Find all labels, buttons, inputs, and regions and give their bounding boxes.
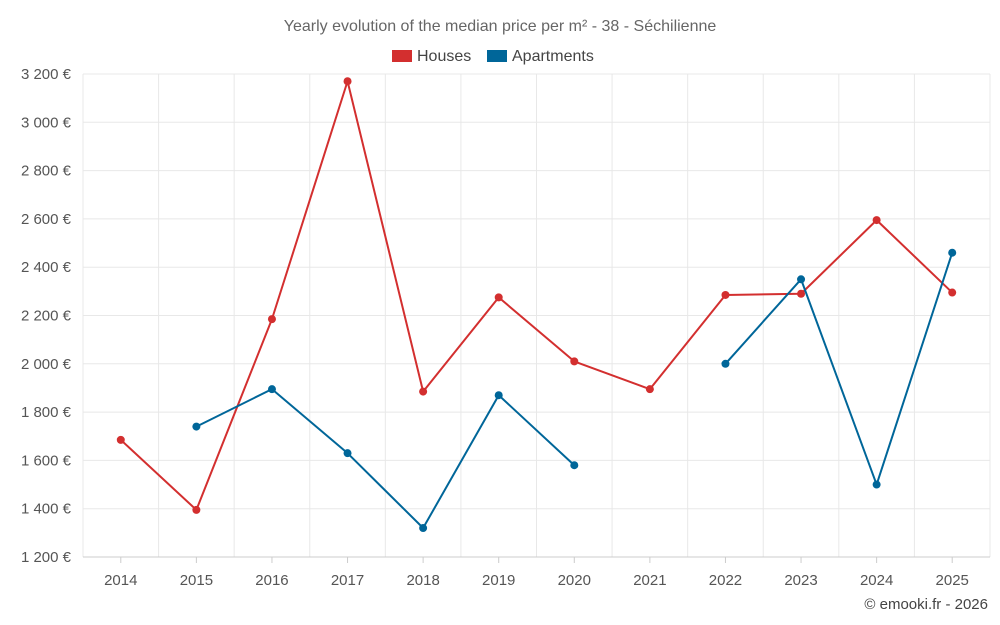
- data-point[interactable]: [721, 290, 730, 299]
- data-point[interactable]: [192, 422, 201, 431]
- data-point[interactable]: [267, 315, 276, 324]
- x-tick-label: 2016: [255, 572, 288, 589]
- x-tick-label: 2018: [406, 572, 439, 589]
- data-point[interactable]: [419, 524, 428, 533]
- legend-item-apartments[interactable]: Apartments: [487, 48, 594, 65]
- series-line: [724, 252, 954, 486]
- x-tick-label: 2017: [331, 572, 364, 589]
- legend-label: Apartments: [512, 48, 594, 65]
- series-line: [120, 80, 953, 511]
- y-tick-label: 1 600 €: [21, 452, 72, 469]
- data-point[interactable]: [419, 387, 428, 396]
- y-tick-label: 3 000 €: [21, 114, 72, 131]
- y-tick-label: 1 200 €: [21, 549, 72, 566]
- data-point[interactable]: [343, 449, 352, 458]
- x-tick-label: 2023: [784, 572, 817, 589]
- data-point[interactable]: [343, 77, 352, 86]
- data-point[interactable]: [948, 288, 957, 297]
- data-point[interactable]: [645, 385, 654, 394]
- data-point[interactable]: [872, 216, 881, 225]
- data-point[interactable]: [267, 385, 276, 394]
- data-point[interactable]: [948, 248, 957, 257]
- y-tick-label: 2 000 €: [21, 356, 72, 373]
- x-tick-label: 2021: [633, 572, 666, 589]
- legend-swatch: [392, 50, 412, 62]
- y-tick-label: 1 400 €: [21, 501, 72, 518]
- y-axis: 1 200 € 1 400 € 1 600 € 1 800 € 2 000 € 2 200…: [21, 66, 72, 566]
- x-tick-label: 2014: [104, 572, 137, 589]
- y-tick-label: 2 200 €: [21, 308, 72, 325]
- legend-item-houses[interactable]: Houses: [392, 48, 471, 65]
- x-axis: 2014 2015 2016 2017 2018 2019 2020 2021 2022 2023…: [104, 557, 969, 589]
- credit-label: © emooki.fr - 2026: [864, 596, 988, 613]
- legend-swatch: [487, 50, 507, 62]
- series-houses: [116, 77, 957, 514]
- data-point[interactable]: [797, 289, 806, 298]
- y-tick-label: 1 800 €: [21, 404, 72, 421]
- data-point[interactable]: [192, 505, 201, 514]
- legend-label: Houses: [417, 48, 471, 65]
- series-layer: [116, 77, 957, 533]
- y-tick-label: 3 200 €: [21, 66, 72, 83]
- legend: Houses Apartments: [392, 48, 594, 65]
- chart-title: Yearly evolution of the median price per…: [284, 18, 717, 35]
- data-point[interactable]: [570, 357, 579, 366]
- x-tick-label: 2015: [180, 572, 213, 589]
- x-tick-label: 2020: [558, 572, 591, 589]
- y-tick-label: 2 600 €: [21, 211, 72, 228]
- x-tick-label: 2024: [860, 572, 893, 589]
- data-point[interactable]: [494, 293, 503, 302]
- data-point[interactable]: [570, 461, 579, 470]
- series-apartments: [192, 248, 957, 533]
- y-tick-label: 2 400 €: [21, 259, 72, 276]
- data-point[interactable]: [116, 435, 125, 444]
- data-point[interactable]: [494, 391, 503, 400]
- x-tick-label: 2025: [936, 572, 969, 589]
- x-tick-label: 2022: [709, 572, 742, 589]
- data-point[interactable]: [721, 359, 730, 368]
- y-tick-label: 2 800 €: [21, 163, 72, 180]
- data-point[interactable]: [797, 275, 806, 284]
- x-tick-label: 2019: [482, 572, 515, 589]
- grid-lines: [82, 73, 991, 558]
- series-line: [195, 388, 575, 530]
- data-point[interactable]: [872, 480, 881, 489]
